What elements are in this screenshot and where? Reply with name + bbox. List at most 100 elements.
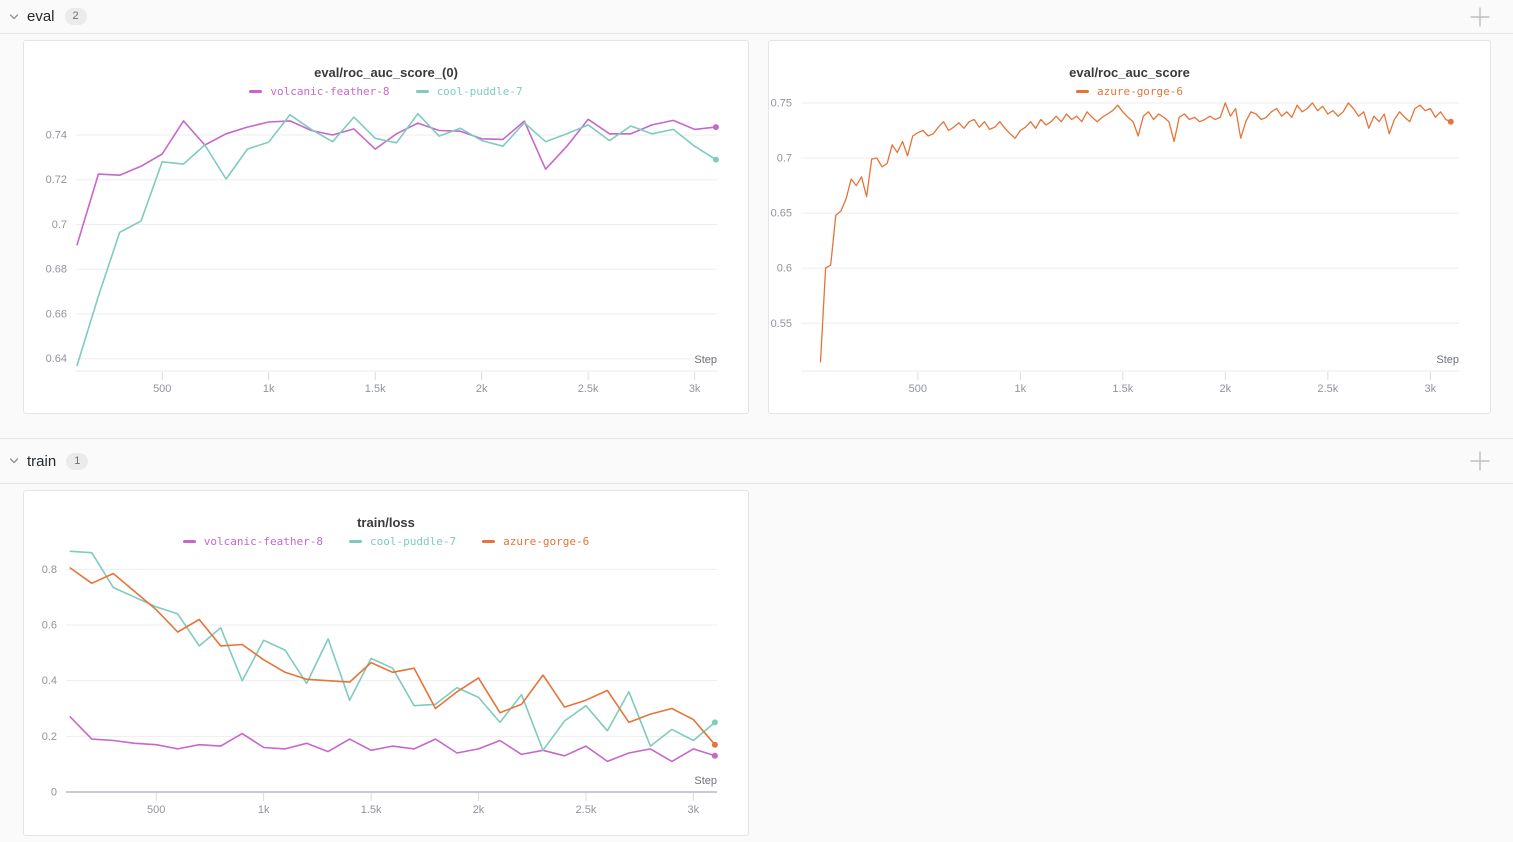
chevron-down-icon[interactable] <box>8 11 20 23</box>
eval-panel-row: eval/roc_auc_score_(0) volcanic-feather-… <box>0 34 1513 438</box>
gridlines <box>76 134 717 360</box>
legend-swatch <box>482 540 496 543</box>
gridlines <box>66 568 717 793</box>
svg-text:3k: 3k <box>688 804 700 816</box>
series-end-dot-azure-gorge-6 <box>1447 118 1454 125</box>
gridlines <box>801 102 1459 324</box>
eval-section-header: eval 2 <box>0 0 1513 33</box>
svg-text:0.75: 0.75 <box>771 97 792 109</box>
section-title: eval <box>27 8 55 25</box>
series-line-azure-gorge-6 <box>819 102 1452 363</box>
chart-legend: volcanic-feather-8 cool-puddle-7 azure-gor… <box>24 533 748 550</box>
y-tick-labels: 0.64 0.66 0.68 0.7 0.72 0.74 <box>46 129 67 365</box>
legend-swatch <box>349 540 363 543</box>
svg-text:1k: 1k <box>1015 383 1027 395</box>
svg-text:0.8: 0.8 <box>42 564 57 576</box>
svg-text:0.64: 0.64 <box>46 353 67 365</box>
svg-text:3k: 3k <box>1424 383 1436 395</box>
legend-label: volcanic-feather-8 <box>270 85 390 98</box>
svg-text:0.55: 0.55 <box>771 318 792 330</box>
svg-text:0.7: 0.7 <box>777 153 792 165</box>
series-line-azure-gorge-6 <box>69 567 716 746</box>
svg-text:2k: 2k <box>476 383 488 395</box>
series-end-dot-azure-gorge-6 <box>711 741 718 748</box>
svg-text:500: 500 <box>147 804 165 816</box>
svg-text:3k: 3k <box>689 383 701 395</box>
chart-plot[interactable]: 0.64 0.66 0.68 0.7 0.72 0.74 500 1k 1.5k 2k 2.5k 3k… <box>24 41 748 413</box>
legend-label: cool-puddle-7 <box>436 85 523 98</box>
series-end-dot-volcanic-feather-8 <box>712 124 719 131</box>
legend-label: azure-gorge-6 <box>503 535 590 548</box>
section-count-badge: 1 <box>66 452 89 470</box>
train-section-header: train 1 <box>0 439 1513 483</box>
chart-plot[interactable]: 0.55 0.6 0.65 0.7 0.75 500 1k 1.5k 2k 2.5k 3k Step <box>769 41 1490 413</box>
x-axis-label: Step <box>694 775 717 787</box>
series-end-dot-volcanic-feather-8 <box>711 752 718 759</box>
eval-section-content: eval/roc_auc_score_(0) volcanic-feather-… <box>0 33 1513 439</box>
add-panel-button[interactable] <box>1467 4 1493 30</box>
legend-swatch <box>415 90 429 93</box>
legend-label: azure-gorge-6 <box>1096 85 1184 98</box>
svg-text:1k: 1k <box>263 383 275 395</box>
svg-text:0.66: 0.66 <box>46 308 67 320</box>
x-tick-labels: 500 1k 1.5k 2k 2.5k 3k <box>147 793 700 816</box>
series-line-cool-puddle-7 <box>69 550 716 752</box>
svg-text:2.5k: 2.5k <box>576 804 597 816</box>
svg-text:500: 500 <box>153 383 171 395</box>
svg-text:1.5k: 1.5k <box>1112 383 1133 395</box>
chevron-down-icon[interactable] <box>8 455 20 467</box>
chart-panel[interactable]: eval/roc_auc_score_(0) volcanic-feather-… <box>23 40 749 414</box>
svg-text:0.68: 0.68 <box>46 264 67 276</box>
series-line-volcanic-feather-8 <box>69 716 716 763</box>
chart-panel[interactable]: train/loss volcanic-feather-8 cool-puddle… <box>23 490 749 836</box>
legend-label: cool-puddle-7 <box>370 535 457 548</box>
x-axis-label: Step <box>694 354 717 366</box>
y-tick-labels: 0.55 0.6 0.65 0.7 0.75 <box>771 97 792 329</box>
svg-text:0.4: 0.4 <box>42 675 57 687</box>
series-line-volcanic-feather-8 <box>76 118 717 246</box>
series-line-cool-puddle-7 <box>76 112 717 367</box>
svg-text:1.5k: 1.5k <box>361 804 382 816</box>
series-end-dot-cool-puddle-7 <box>711 719 718 726</box>
svg-text:2k: 2k <box>1220 383 1232 395</box>
legend-swatch <box>1075 90 1089 93</box>
svg-text:2.5k: 2.5k <box>578 383 599 395</box>
svg-text:2k: 2k <box>473 804 485 816</box>
y-tick-labels: 0 0.2 0.4 0.6 0.8 <box>42 564 57 799</box>
chart-title: train/loss <box>357 515 415 530</box>
chart-legend: volcanic-feather-8 cool-puddle-7 <box>24 83 748 100</box>
train-panel-row: train/loss volcanic-feather-8 cool-puddle… <box>0 484 1513 842</box>
series-end-dot-cool-puddle-7 <box>712 156 719 163</box>
svg-text:0.7: 0.7 <box>52 219 67 231</box>
svg-text:2.5k: 2.5k <box>1317 383 1338 395</box>
train-section-content: train/loss volcanic-feather-8 cool-puddle… <box>0 483 1513 842</box>
chart-panel[interactable]: eval/roc_auc_score azure-gorge-6 0.55 0.6… <box>768 40 1491 414</box>
chart-legend: azure-gorge-6 <box>769 83 1490 100</box>
legend-item-cool-puddle-7[interactable]: cool-puddle-7 <box>349 535 456 548</box>
legend-label: volcanic-feather-8 <box>203 535 324 548</box>
legend-swatch <box>249 90 263 93</box>
svg-text:0.65: 0.65 <box>771 208 792 220</box>
svg-text:0.2: 0.2 <box>42 731 57 743</box>
x-axis-label: Step <box>1436 354 1459 366</box>
section-title: train <box>27 452 57 470</box>
x-tick-labels: 500 1k 1.5k 2k 2.5k 3k <box>153 372 701 395</box>
legend-item-volcanic-feather-8[interactable]: volcanic-feather-8 <box>249 85 390 98</box>
legend-item-azure-gorge-6[interactable]: azure-gorge-6 <box>482 535 589 548</box>
legend-item-cool-puddle-7[interactable]: cool-puddle-7 <box>415 85 523 98</box>
add-panel-button[interactable] <box>1467 448 1493 474</box>
chart-plot[interactable]: 0 0.2 0.4 0.6 0.8 500 1k 1.5k 2k 2.5k 3k Step <box>24 491 748 835</box>
svg-text:500: 500 <box>909 383 927 395</box>
svg-text:0: 0 <box>51 787 57 799</box>
legend-item-azure-gorge-6[interactable]: azure-gorge-6 <box>1075 85 1184 98</box>
x-tick-labels: 500 1k 1.5k 2k 2.5k 3k <box>909 372 1437 395</box>
svg-text:0.74: 0.74 <box>46 129 67 141</box>
svg-text:0.6: 0.6 <box>777 263 792 275</box>
chart-title: eval/roc_auc_score_(0) <box>314 65 458 80</box>
legend-swatch <box>182 540 196 543</box>
svg-text:1k: 1k <box>258 804 270 816</box>
legend-item-volcanic-feather-8[interactable]: volcanic-feather-8 <box>182 535 324 548</box>
svg-text:0.6: 0.6 <box>42 620 57 632</box>
chart-title: eval/roc_auc_score <box>1069 65 1190 80</box>
